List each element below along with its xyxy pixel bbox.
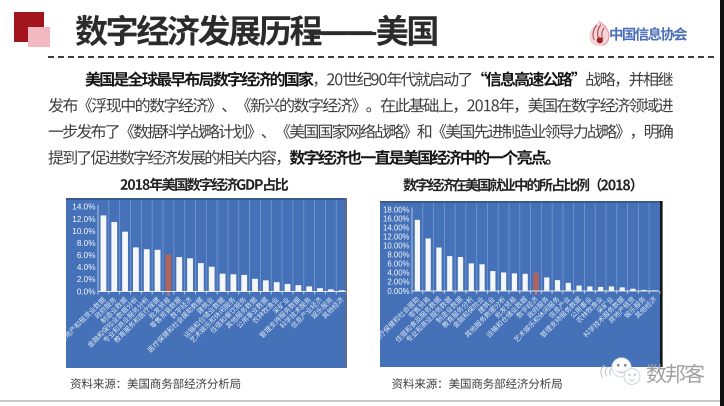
svg-text:6.00%: 6.00%	[387, 260, 409, 269]
svg-text:2.0%: 2.0%	[77, 275, 96, 284]
svg-text:16.00%: 16.00%	[383, 214, 410, 223]
svg-text:18.00%: 18.00%	[383, 205, 410, 214]
svg-text:12.0%: 12.0%	[72, 215, 95, 224]
svg-text:8.00%: 8.00%	[387, 251, 409, 260]
svg-text:8.0%: 8.0%	[77, 239, 96, 248]
svg-text:2.00%: 2.00%	[387, 278, 409, 287]
svg-text:4.00%: 4.00%	[387, 269, 409, 278]
svg-text:14.00%: 14.00%	[383, 223, 410, 232]
svg-text:0.00%: 0.00%	[387, 287, 409, 296]
svg-text:0.0%: 0.0%	[77, 287, 96, 296]
svg-text:4.0%: 4.0%	[77, 263, 96, 272]
svg-text:10.00%: 10.00%	[383, 242, 410, 251]
svg-text:12.00%: 12.00%	[383, 232, 410, 241]
svg-text:6.0%: 6.0%	[77, 251, 96, 260]
svg-text:10.0%: 10.0%	[72, 227, 95, 236]
svg-text:14.0%: 14.0%	[72, 203, 95, 212]
